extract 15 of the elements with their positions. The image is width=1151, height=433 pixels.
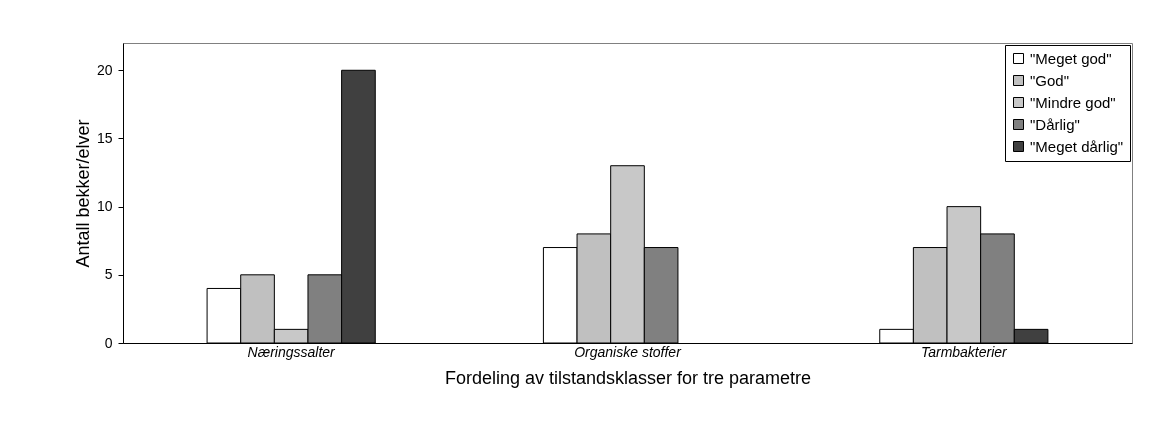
x-tick-label: Tarmbakterier <box>920 343 1009 360</box>
y-tick-label: 5 <box>104 266 113 283</box>
legend-label: "God" <box>1030 71 1070 89</box>
y-tick-label: 0 <box>104 334 113 351</box>
y-axis-title: Antall bekker/elver <box>72 119 93 268</box>
legend-label: "Dårlig" <box>1030 115 1080 133</box>
legend-label: "Meget dårlig" <box>1030 137 1124 155</box>
x-axis-title: Fordeling av tilstandsklasser for tre parametre <box>444 367 812 388</box>
x-tick-label: Næringssalter <box>247 343 337 360</box>
legend-label: "Meget god" <box>1030 49 1112 67</box>
x-tick-label: Organiske stoffer <box>574 343 683 360</box>
legend-label: "Mindre god" <box>1030 93 1116 111</box>
y-tick-label: 10 <box>96 198 113 215</box>
y-tick-label: 15 <box>96 129 113 146</box>
y-tick-label: 20 <box>96 61 113 78</box>
